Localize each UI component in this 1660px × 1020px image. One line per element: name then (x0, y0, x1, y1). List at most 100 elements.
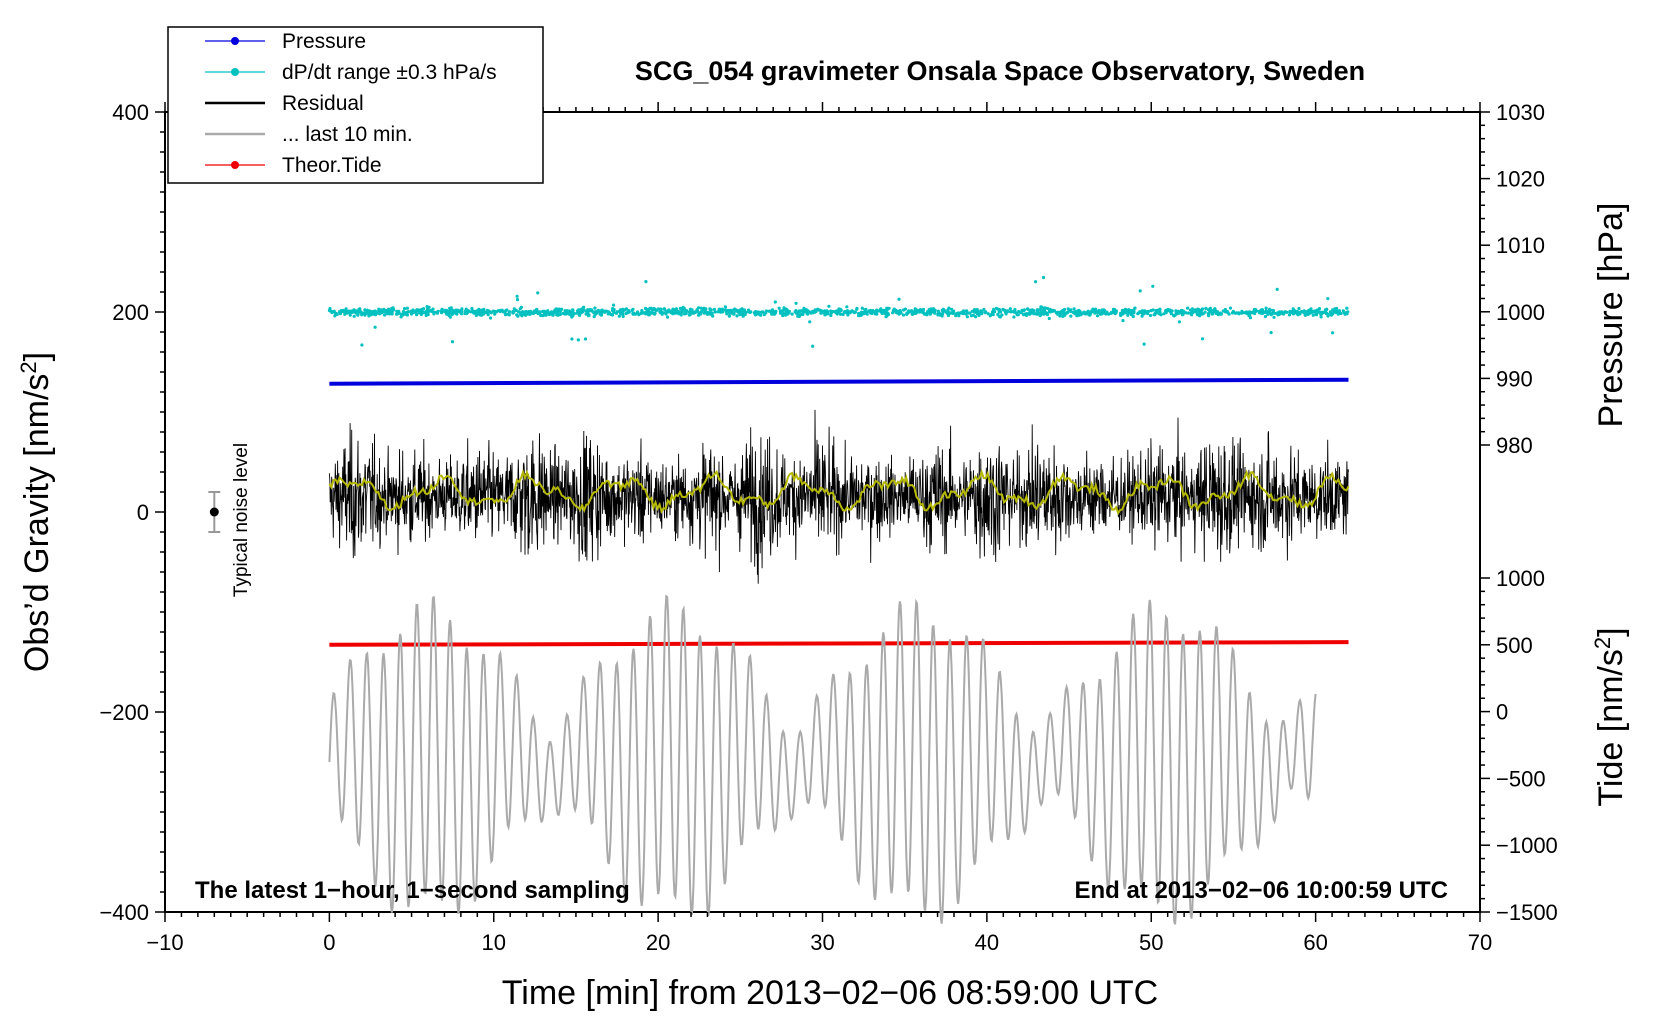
dpdt-point (808, 310, 812, 314)
dpdt-point (825, 309, 829, 313)
y-tick-label: 0 (137, 500, 149, 525)
dpdt-point (1311, 313, 1315, 317)
dpdt-point (688, 307, 693, 311)
dpdt-point (1142, 312, 1146, 316)
dpdt-point (649, 306, 653, 310)
dpdt-point (845, 309, 850, 313)
dpdt-point (618, 309, 622, 313)
legend-label: Residual (282, 92, 364, 115)
dpdt-point (415, 308, 419, 312)
dpdt-point (1013, 308, 1017, 312)
dpdt-point (639, 311, 643, 316)
dpdt-point (1287, 313, 1292, 317)
dpdt-point (1022, 309, 1026, 313)
dpdt-point (676, 309, 680, 313)
dpdt-point (857, 314, 861, 318)
dpdt-point (553, 308, 557, 312)
dpdt-point (811, 344, 815, 348)
dpdt-point (704, 310, 709, 314)
dpdt-point (1332, 309, 1336, 313)
dpdt-point (1052, 309, 1056, 313)
dpdt-point (405, 313, 409, 317)
dpdt-point (390, 306, 394, 311)
dpdt-point (493, 312, 497, 316)
dpdt-point (1277, 312, 1281, 316)
dpdt-point (747, 310, 751, 314)
dpdt-point (515, 298, 520, 302)
legend-entry: Theor.Tide (205, 154, 382, 177)
dpdt-point (734, 308, 739, 312)
dpdt-point (950, 307, 954, 311)
dpdt-point (576, 338, 580, 342)
dpdt-point (386, 310, 390, 315)
dpdt-point (363, 308, 367, 312)
legend-label: Theor.Tide (282, 154, 382, 177)
dpdt-point (976, 309, 980, 314)
dpdt-point (1038, 307, 1042, 312)
dpdt-point (539, 313, 543, 317)
dpdt-point (929, 310, 933, 314)
dpdt-point (1247, 314, 1251, 318)
dpdt-point (662, 307, 666, 311)
legend-label: ... last 10 min. (282, 123, 413, 146)
dpdt-point (577, 313, 582, 317)
dpdt-point (467, 309, 471, 313)
dpdt-point (606, 312, 610, 316)
dpdt-point (373, 325, 377, 329)
dpdt-point (806, 312, 810, 316)
dpdt-point (1271, 309, 1275, 313)
dpdt-point (542, 313, 546, 317)
dpdt-point (1162, 312, 1166, 316)
dpdt-point (1137, 311, 1141, 315)
dpdt-point (956, 311, 960, 315)
dpdt-point (970, 309, 975, 313)
dpdt-point (517, 310, 521, 314)
dpdt-point (592, 315, 596, 319)
dpdt-point (1213, 307, 1217, 311)
dpdt-point (723, 305, 728, 309)
dpdt-point (633, 312, 638, 316)
dpdt-point (941, 308, 946, 312)
dpdt-point (769, 311, 773, 315)
dpdt-point (1146, 309, 1150, 314)
x-tick-label: −10 (146, 930, 183, 955)
dpdt-point (901, 313, 906, 317)
dpdt-point (1196, 313, 1200, 317)
dpdt-point (1034, 280, 1038, 284)
dpdt-point (445, 312, 449, 316)
dpdt-point (1248, 310, 1252, 314)
legend-marker (231, 68, 239, 76)
dpdt-point (1154, 308, 1158, 313)
dpdt-point (778, 309, 783, 313)
dpdt-point (1189, 308, 1193, 312)
dpdt-point (1207, 314, 1211, 318)
footer-left: The latest 1−hour, 1−second sampling (195, 877, 630, 904)
dpdt-point (1148, 313, 1153, 318)
dpdt-point (936, 313, 940, 317)
dpdt-point (767, 309, 771, 313)
dpdt-point (486, 313, 490, 317)
dpdt-point (910, 309, 914, 313)
dpdt-point (837, 307, 841, 311)
dpdt-point (498, 309, 502, 314)
legend-label: Pressure (282, 30, 366, 53)
dpdt-point (1087, 313, 1091, 317)
dpdt-point (556, 313, 560, 317)
dpdt-point (671, 307, 675, 311)
legend-entry: Residual (205, 92, 364, 115)
dpdt-point (1261, 311, 1265, 315)
dpdt-point (1292, 309, 1296, 313)
dpdt-point (1164, 310, 1168, 314)
dpdt-point (729, 310, 734, 314)
noise-bar-point (209, 507, 219, 517)
dpdt-point (1045, 306, 1050, 311)
dpdt-point (344, 310, 348, 314)
dpdt-point (1304, 310, 1308, 314)
x-tick-label: 30 (810, 930, 834, 955)
dpdt-point (682, 307, 687, 312)
dpdt-point (352, 314, 356, 318)
dpdt-point (360, 343, 364, 347)
tide-tick-label: 1000 (1496, 566, 1545, 591)
dpdt-point (600, 308, 604, 312)
legend-marker (231, 37, 239, 45)
